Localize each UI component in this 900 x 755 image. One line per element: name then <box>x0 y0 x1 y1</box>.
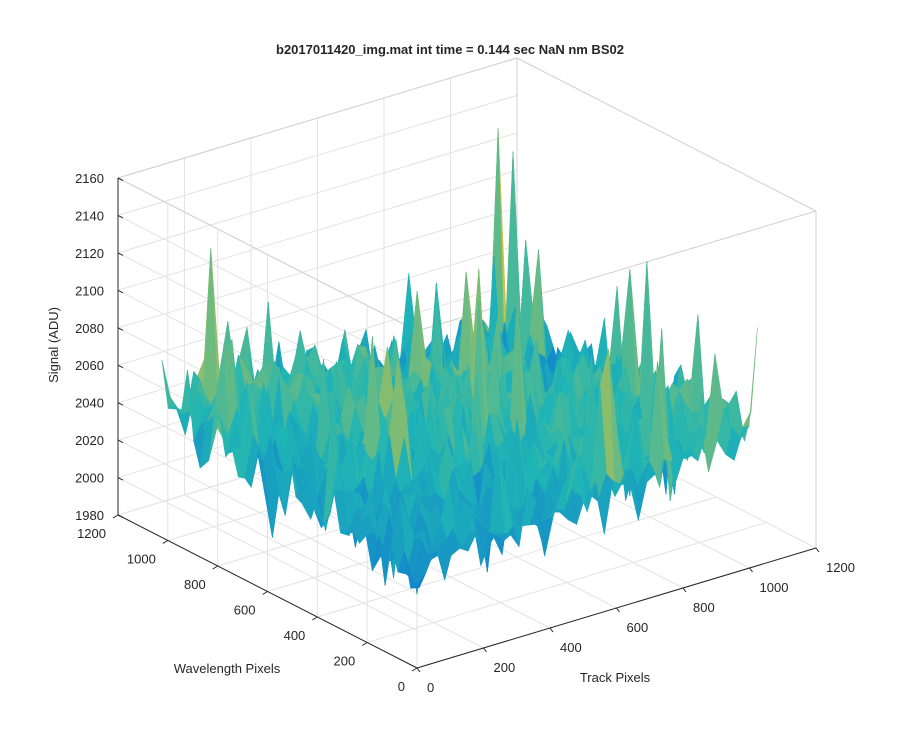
z-tick <box>117 177 124 181</box>
surface-patch <box>742 327 758 429</box>
wavelength-tick-label: 200 <box>333 654 355 669</box>
track-tick-label: 600 <box>627 620 649 635</box>
track-tick <box>749 567 753 573</box>
wavelength-tick-label: 800 <box>184 577 206 592</box>
track-tick-label: 1200 <box>826 560 855 575</box>
axes: 0 200 400 600 800 1000 1200 0 200 400 600 800 1000 12… <box>75 171 855 695</box>
z-tick-label: 2140 <box>75 208 104 223</box>
wavelength-axis-label: Wavelength Pixels <box>174 661 281 676</box>
wavelength-tick-label: 1000 <box>127 552 156 567</box>
z-tick <box>117 364 124 369</box>
track-tick-label: 800 <box>693 600 715 615</box>
z-tick-label: 2160 <box>75 171 104 186</box>
z-tick <box>117 214 124 219</box>
z-tick-label: 2040 <box>75 396 104 411</box>
z-tick-label: 2020 <box>75 433 104 448</box>
box-edge <box>516 57 817 212</box>
z-tick-label: 2000 <box>75 471 104 486</box>
surface-patch <box>161 359 178 410</box>
track-tick <box>483 647 487 653</box>
z-tick-label: 1980 <box>75 508 104 523</box>
wavelength-tick <box>212 565 218 570</box>
wavelength-tick <box>312 616 318 621</box>
wavelength-tick <box>112 514 119 519</box>
z-tick-label: 2080 <box>75 321 104 336</box>
z-axis-label: Signal (ADU) <box>46 307 61 383</box>
track-axis-label: Track Pixels <box>580 670 651 685</box>
box-edge <box>117 57 518 179</box>
box-edge <box>416 210 817 332</box>
wavelength-tick <box>361 642 368 646</box>
z-tick <box>117 439 124 444</box>
track-tick <box>549 627 554 633</box>
wavelength-tick <box>162 540 169 544</box>
z-tick <box>117 327 124 331</box>
chart-title: b2017011420_img.mat int time = 0.144 sec… <box>276 42 624 57</box>
track-tick <box>815 547 820 553</box>
wavelength-tick-label: 0 <box>398 679 405 694</box>
track-tick <box>682 587 687 593</box>
z-tick <box>117 514 124 518</box>
box-edge <box>117 177 418 332</box>
wavelength-tick-label: 1200 <box>77 526 106 541</box>
z-tick <box>117 477 124 481</box>
grid-line <box>317 496 717 618</box>
wavelength-tick-label: 600 <box>234 603 256 618</box>
grid-line <box>367 522 767 643</box>
wavelength-tick <box>262 591 268 595</box>
track-tick-label: 400 <box>560 640 582 655</box>
track-tick-label: 0 <box>427 680 434 695</box>
z-tick <box>117 289 124 294</box>
z-tick-label: 2100 <box>75 283 104 298</box>
z-tick-label: 2120 <box>75 246 104 261</box>
track-tick-label: 1000 <box>760 580 789 595</box>
track-tick <box>616 607 620 613</box>
track-tick-label: 200 <box>494 660 516 675</box>
z-tick-label: 2060 <box>75 358 104 373</box>
z-tick <box>117 252 124 256</box>
z-tick <box>117 402 124 406</box>
surface-patch <box>410 573 426 589</box>
track-tick <box>416 667 421 673</box>
surface <box>161 128 758 595</box>
wavelength-tick-label: 400 <box>284 628 306 643</box>
wavelength-tick <box>411 667 418 672</box>
